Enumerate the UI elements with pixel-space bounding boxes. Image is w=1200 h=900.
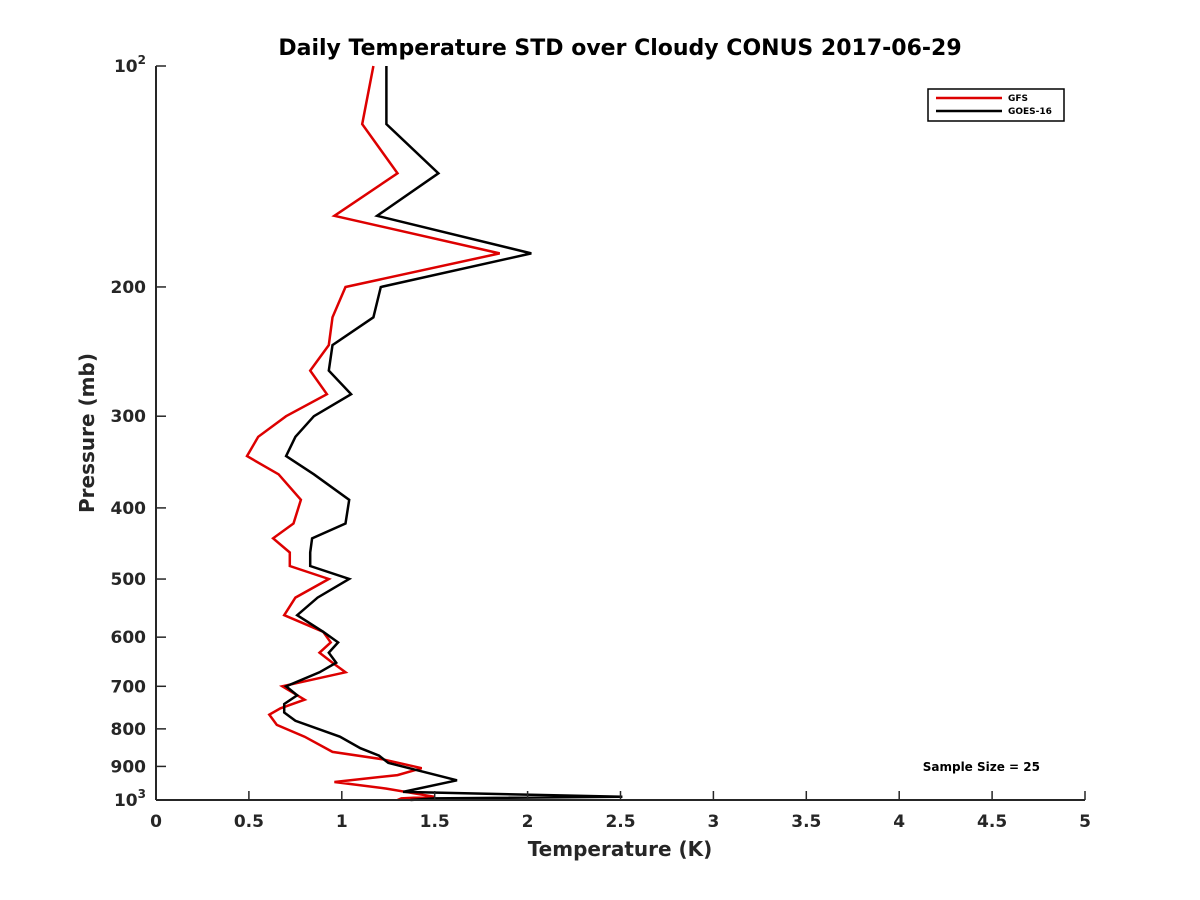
y-tick-label: 400 (111, 499, 147, 519)
x-tick-label: 0.5 (234, 812, 264, 832)
legend-box (927, 88, 1065, 122)
y-tick-label: 700 (111, 677, 147, 697)
series-layer (245, 65, 623, 802)
series-line-goes16 (282, 66, 623, 802)
y-tick-label: 103 (114, 787, 146, 811)
legend-label-goes16: GOES-16 (1008, 107, 1052, 117)
plot-area: 0 0.5 1 1.5 2 2.5 3 3.5 4 4.5 5 102 200 300 400 500 600… (111, 53, 1091, 832)
y-tick-label: 200 (111, 278, 147, 298)
y-tick-label: 102 (114, 53, 146, 77)
y-tick-label: 900 (111, 757, 147, 777)
legend-label-gfs: GFS (1008, 94, 1028, 104)
x-tick-label: 1 (336, 812, 348, 832)
x-tick-label: 4.5 (977, 812, 1007, 832)
x-tick-label: 4 (893, 812, 905, 832)
series-line-gfs (245, 65, 500, 802)
x-tick-label: 2 (522, 812, 534, 832)
x-tick-label: 2.5 (605, 812, 635, 832)
y-tick-label: 600 (111, 628, 147, 648)
x-tick-label: 3.5 (791, 812, 821, 832)
x-tick-label: 5 (1079, 812, 1091, 832)
x-tick-label: 1.5 (420, 812, 450, 832)
sample-size-annotation: Sample Size = 25 (923, 760, 1040, 774)
y-axis-label: Pressure (mb) (75, 353, 99, 513)
y-tick-label: 500 (111, 570, 147, 590)
legend: GFS GOES-16 (927, 88, 1065, 122)
x-axis-label: Temperature (K) (528, 837, 713, 861)
x-tick-label: 3 (707, 812, 719, 832)
y-axis-ticks: 102 200 300 400 500 600 700 800 900 103 (111, 53, 166, 811)
y-tick-label: 300 (111, 407, 147, 427)
x-axis-ticks: 0 0.5 1 1.5 2 2.5 3 3.5 4 4.5 5 (150, 791, 1091, 832)
y-tick-label: 800 (111, 720, 147, 740)
x-tick-label: 0 (150, 812, 162, 832)
chart-title: Daily Temperature STD over Cloudy CONUS … (278, 36, 961, 61)
